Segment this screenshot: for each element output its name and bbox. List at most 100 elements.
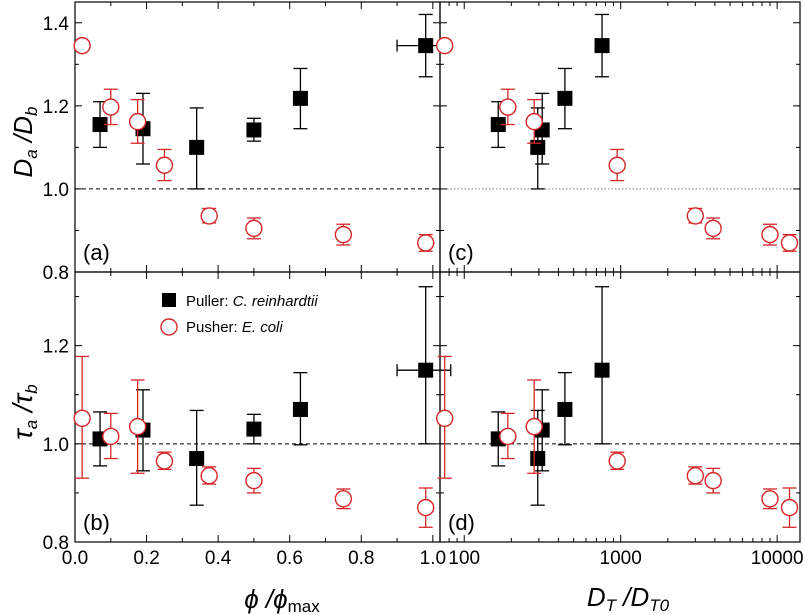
data-point-puller [292,90,308,106]
data-point-pusher [499,427,517,446]
data-point-pusher [102,427,120,446]
panel-d: 100 1000 10000 (d) [435,271,803,569]
data-point-pusher [73,36,91,55]
y-axis-label-bottom-sub1: a [22,420,41,429]
panel-label: (c) [448,240,474,265]
data-point-pusher [334,225,353,244]
x-axis-label-left-main: ϕ /ϕ [244,584,287,614]
data-point-pusher [128,112,147,131]
x-axis-label-right-sub1: T [606,596,618,615]
legend: Puller: C. reinhardtii Pusher: E. coli [160,293,318,336]
data-point-pusher [200,207,218,225]
data-point-pusher [525,112,543,131]
y-axis-label-bottom-main: τ [7,428,38,440]
y-tick-label: 1.2 [43,337,69,358]
data-point-puller [189,139,205,155]
panel-label: (d) [448,510,475,535]
legend-pusher-marker [160,318,178,336]
series-pusher [435,355,799,528]
x-tick-label: 100 [448,548,480,569]
data-point-pusher [200,467,218,485]
data-point-pusher [686,467,705,485]
legend-pusher-prefix: Pusher: [186,319,242,336]
panel-d-frame [439,271,801,543]
data-point-pusher [525,417,543,436]
data-point-puller [530,451,546,467]
data-point-pusher [102,98,120,116]
x-tick-label: 1000 [600,548,642,569]
y-axis-label-top: Da /Db [8,107,41,178]
data-point-puller [92,117,108,133]
panel-a: 0.8 1.0 1.2 1.4 (a) [43,1,452,284]
panel-b-frame [74,271,441,543]
panel-label: (b) [83,510,110,535]
panels: 0.8 1.0 1.2 1.4 (a) 0.8 1.0 1.2 0.0 0.2 0.4 0.6 0.8 1… [43,1,803,569]
y-axis-label-top-main: D [8,159,38,178]
y-axis-label-top-sub2: b [22,107,41,116]
data-point-pusher [155,156,174,174]
data-point-puller [557,401,573,417]
data-point-pusher [435,409,454,427]
series-pusher [73,355,435,528]
data-point-puller [246,122,262,138]
x-tick-label: 0.8 [348,548,374,569]
data-point-puller [418,38,434,54]
x-tick-label: 10000 [751,548,803,569]
x-tick-label: 0.2 [133,548,159,569]
data-point-puller [557,90,573,106]
data-point-pusher [245,471,263,490]
y-axis-label-bottom-sub2: b [22,384,41,393]
x-axis-label-left: ϕ /ϕmax [244,584,320,615]
data-point-puller [246,421,262,437]
legend-puller-prefix: Puller: [186,293,233,310]
legend-puller-species: C. reinhardtii [233,293,319,310]
panel-c: (c) [435,1,801,273]
x-axis-label-right-sub2: T0 [649,596,669,615]
data-point-puller [530,139,546,155]
data-point-pusher [499,98,517,116]
data-point-pusher [780,234,799,252]
panel-c-frame [439,1,801,273]
x-axis-label-right-main: D [587,582,606,612]
panel-label: (a) [83,240,110,265]
x-axis-label-right-mid: /D [616,582,649,612]
y-axis-label-bottom: τa /τb [7,384,41,439]
data-point-puller [189,451,205,467]
series-puller [490,286,610,506]
x-axis-label-left-sub: max [288,597,321,615]
y-axis-label-bottom-mid: /τ [7,392,38,420]
series-pusher [73,36,435,252]
data-point-pusher [128,417,147,436]
data-point-puller [594,38,610,54]
y-axis-label-top-mid: /D [8,116,38,149]
data-point-pusher [416,234,435,252]
series-pusher [435,36,799,252]
legend-puller-marker [162,293,176,307]
y-tick-label: 1.0 [43,435,69,456]
x-tick-label: 0.4 [205,548,232,569]
y-tick-label: 0.8 [43,533,69,554]
x-tick-label: 0.6 [276,548,302,569]
data-point-pusher [780,498,799,517]
x-tick-label: 0.0 [62,548,88,569]
legend-pusher-label: Pusher: E. coli [186,319,283,336]
data-point-pusher [761,225,779,244]
legend-pusher-species: E. coli [242,319,284,336]
data-point-pusher [608,156,626,174]
panel-b: 0.8 1.0 1.2 0.0 0.2 0.4 0.6 0.8 1.0 (b) [43,271,452,569]
x-tick-label: 1.0 [420,548,446,569]
data-point-puller [490,117,506,133]
data-point-pusher [416,498,435,517]
data-point-pusher [704,219,722,238]
data-point-puller [594,362,610,378]
data-point-pusher [761,490,779,508]
data-point-pusher [686,207,705,225]
legend-puller-label: Puller: C. reinhardtii [186,293,318,310]
data-point-pusher [155,452,174,470]
data-point-pusher [435,36,454,55]
y-tick-label: 0.8 [43,263,69,284]
data-point-puller [418,362,434,378]
y-tick-label: 1.2 [43,97,69,118]
series-puller [490,13,610,190]
